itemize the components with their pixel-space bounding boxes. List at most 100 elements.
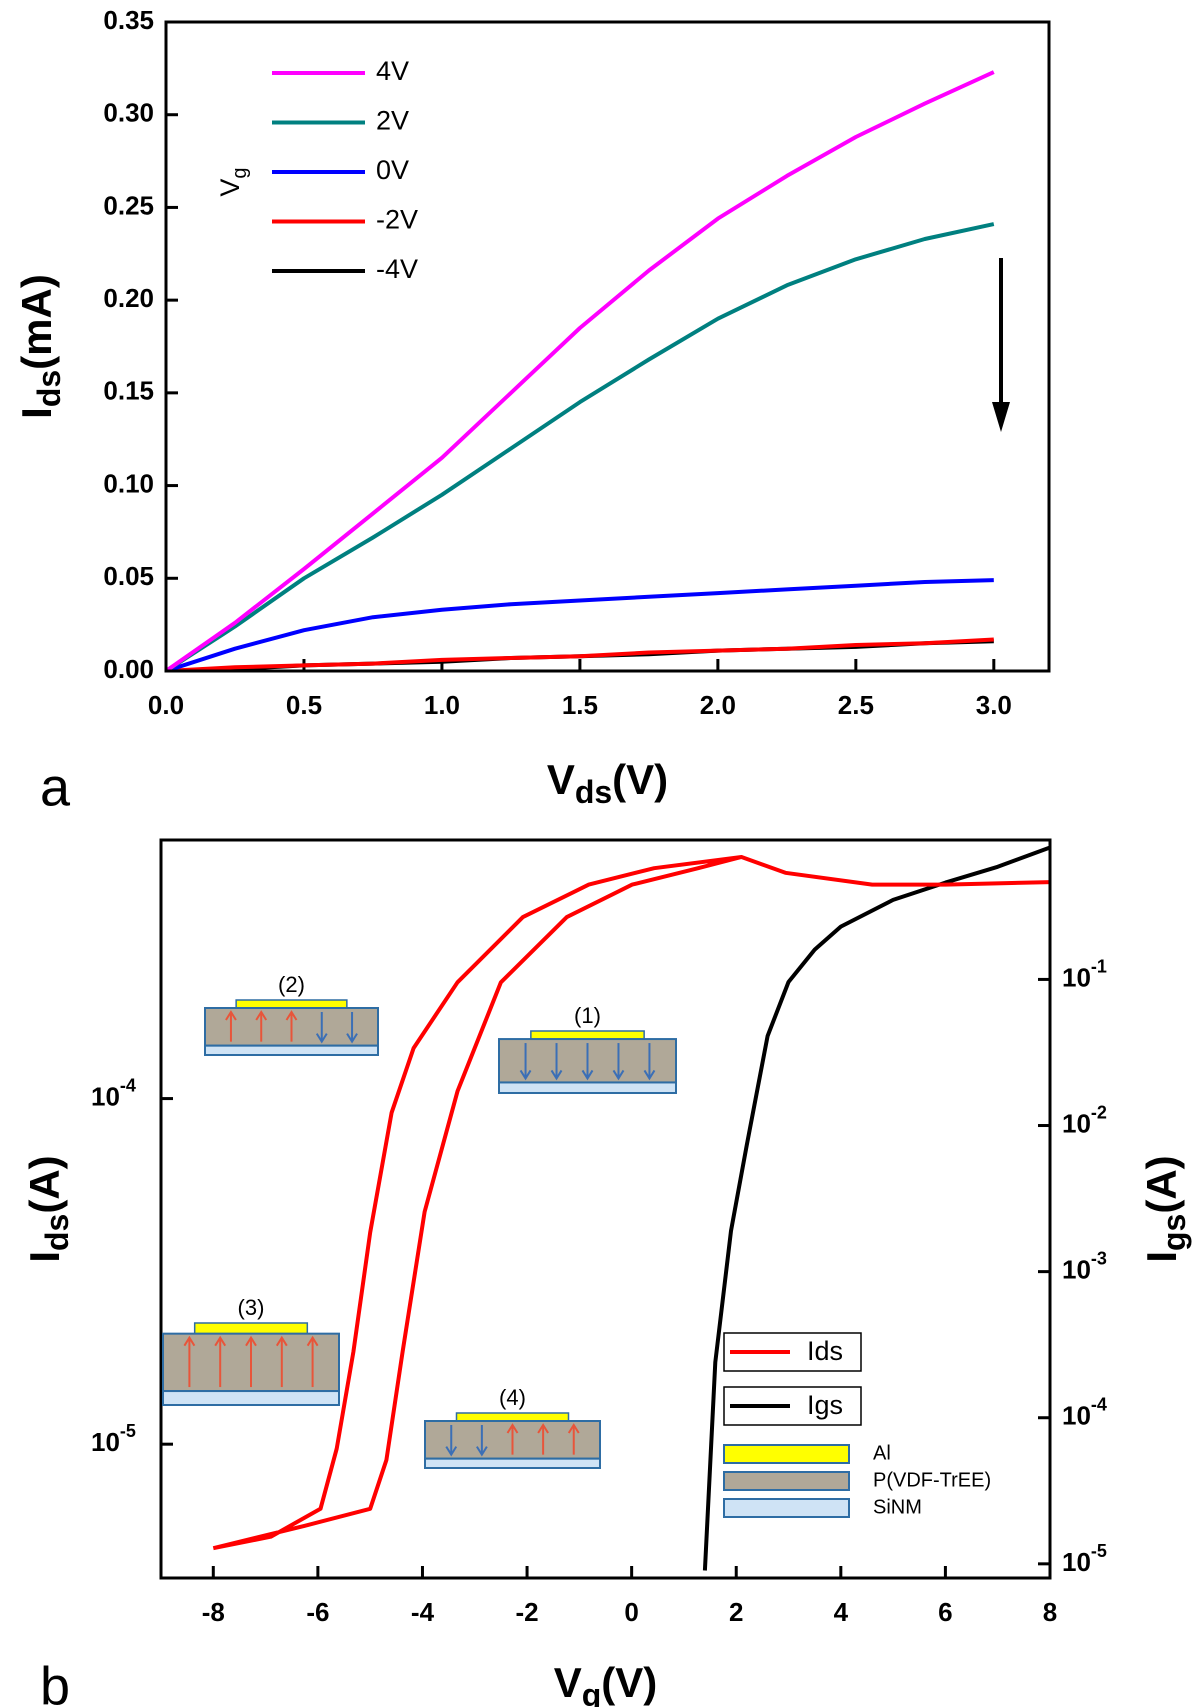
arrow-tip: [612, 1069, 625, 1081]
x-axis-title-sub: ds: [575, 774, 612, 810]
x-tick-label: 1.0: [424, 690, 460, 720]
inset-label: (2): [278, 972, 305, 997]
inset-label: (1): [574, 1003, 601, 1028]
inset-label: (4): [499, 1385, 526, 1410]
layer-label: Al: [873, 1442, 891, 1464]
arrow-tip: [476, 1446, 488, 1457]
substrate: [424, 1457, 601, 1470]
y-axis-title-rest: (mA): [13, 274, 60, 370]
x-axis-title-main: V: [554, 1659, 582, 1706]
y-axis-title-sub: ds: [31, 370, 67, 407]
series-line: [212, 855, 1050, 1551]
y2-axis-title-rest: (A): [1138, 1155, 1185, 1213]
plot-frame: [159, 838, 1052, 1580]
x-tick-label: -4: [411, 1597, 435, 1627]
electrode: [530, 1030, 645, 1040]
x-tick-label: 1.5: [562, 690, 598, 720]
arrow-tip: [567, 1423, 580, 1434]
y-axis-title: Ids(A): [21, 1155, 75, 1262]
y-tick-label: 0.35: [103, 5, 154, 35]
y-tick-label: 0.10: [103, 468, 154, 498]
y-axis-title: Ids(mA): [13, 274, 67, 419]
arrow-tip: [183, 1335, 196, 1347]
legend-label: Igs: [807, 1390, 843, 1420]
legend-label: 4V: [376, 56, 409, 86]
arrow-tip: [550, 1069, 563, 1081]
series-line: [166, 637, 994, 671]
legend-label: 2V: [376, 106, 409, 136]
arrow-tip: [506, 1423, 519, 1434]
arrow-tip: [245, 1335, 257, 1347]
y-tick-label: 0.05: [103, 561, 154, 591]
legend-title-main: V: [215, 179, 245, 197]
x-tick-label: 0: [624, 1597, 638, 1627]
panel-label: a: [40, 757, 71, 817]
layer-swatch: [723, 1498, 850, 1518]
arrow-head: [992, 402, 1010, 432]
x-tick-label: -2: [515, 1597, 538, 1627]
x-axis-title: Vg(V): [554, 1659, 658, 1707]
arrow-tip: [306, 1335, 319, 1347]
substrate: [204, 1044, 379, 1057]
x-tick-label: 0.5: [286, 690, 322, 720]
legend-label: -2V: [376, 205, 418, 235]
x-tick-label: 4: [834, 1597, 849, 1627]
plot-frame: [164, 20, 1051, 673]
arrow-tip: [214, 1335, 227, 1347]
layer-swatch: [723, 1471, 850, 1491]
series-line: [166, 222, 995, 671]
y-tick-label: 0.25: [103, 190, 154, 220]
y2-tick-label: 10-2: [1062, 1102, 1107, 1138]
arrow-tip: [581, 1069, 594, 1081]
x-tick-label: 2.0: [700, 690, 736, 720]
x-tick-label: 2: [729, 1597, 743, 1627]
y-tick-label: 10-5: [91, 1421, 136, 1457]
arrow-tip: [285, 1010, 298, 1021]
series-line: [702, 845, 1050, 1571]
y-tick-label: 0.20: [103, 283, 154, 313]
arrow-tip: [315, 1033, 328, 1044]
x-tick-label: 8: [1043, 1597, 1057, 1627]
y2-tick-label: 10-3: [1062, 1248, 1107, 1284]
y2-tick-label: 10-4: [1062, 1394, 1107, 1430]
y-tick-label: 0.00: [103, 654, 154, 684]
x-tick-label: 3.0: [976, 690, 1012, 720]
layer-swatch: [723, 1444, 850, 1464]
x-axis-title-rest: (V): [601, 1659, 657, 1706]
y-axis-title-sub: ds: [39, 1214, 75, 1251]
arrow-tip: [346, 1033, 358, 1044]
x-axis-title-sub: g: [582, 1677, 602, 1707]
panel-label: b: [40, 1656, 70, 1707]
inset-label: (3): [238, 1295, 265, 1320]
substrate: [498, 1081, 677, 1094]
arrow-tip: [519, 1069, 532, 1081]
layer-label: P(VDF-TrEE): [873, 1469, 991, 1491]
y2-tick-label: 10-1: [1062, 956, 1107, 992]
x-tick-label: 0.0: [148, 690, 184, 720]
x-tick-label: 6: [938, 1597, 952, 1627]
legend-label: Ids: [807, 1336, 843, 1366]
electrode: [193, 1322, 309, 1335]
y-tick-label: 0.15: [103, 376, 154, 406]
arrow-tip: [537, 1423, 549, 1434]
x-tick-label: 2.5: [838, 690, 874, 720]
legend-label: -4V: [376, 254, 418, 284]
y-tick-label: 0.30: [103, 98, 154, 128]
legend-title: Vg: [215, 167, 251, 196]
electrode: [455, 1412, 570, 1422]
series-line: [166, 70, 995, 671]
y-axis-title-rest: (A): [21, 1155, 68, 1213]
y-tick-label: 10-4: [91, 1075, 136, 1111]
arrow-tip: [225, 1010, 237, 1021]
arrow-tip: [643, 1069, 656, 1081]
series-line: [166, 578, 994, 671]
y2-tick-label: 10-5: [1062, 1541, 1107, 1577]
arrow-tip: [445, 1446, 458, 1457]
y2-axis-title-sub: gs: [1156, 1214, 1192, 1251]
x-axis-title-main: V: [547, 756, 575, 803]
legend-label: 0V: [376, 155, 409, 185]
x-axis-title: Vds(V): [547, 756, 668, 810]
y2-axis-title-main: I: [1138, 1251, 1185, 1263]
y2-axis-title: Igs(A): [1138, 1155, 1192, 1262]
